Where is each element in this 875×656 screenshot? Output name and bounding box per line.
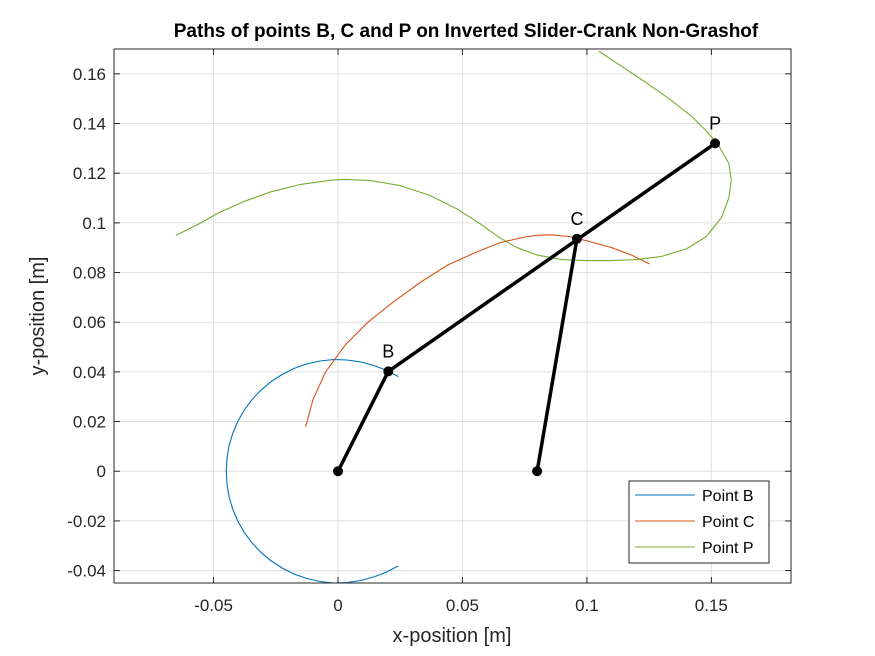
x-tick-label: -0.05 — [194, 596, 233, 615]
x-axis: -0.05 0 0.05 0.1 0.15 — [194, 49, 728, 615]
linkage-link — [535, 237, 579, 473]
linkage-link — [386, 141, 717, 374]
x-tick-label: 0.1 — [575, 596, 599, 615]
linkage-joint — [383, 366, 394, 377]
legend-entry: Point B — [702, 488, 754, 505]
y-tick-label: 0.12 — [73, 164, 106, 183]
x-axis-label: x-position [m] — [393, 625, 512, 647]
y-tick-label: 0.04 — [73, 363, 106, 382]
y-tick-label: 0.1 — [82, 214, 106, 233]
linkage-joint — [571, 233, 582, 244]
x-tick-label: 0 — [333, 596, 342, 615]
plot-frame — [113, 48, 792, 584]
y-tick-label: 0.16 — [73, 65, 106, 84]
linkage-joint — [710, 138, 721, 149]
legend-entry: Point P — [702, 540, 754, 557]
linkage-joint — [333, 466, 344, 477]
x-tick-label: 0.05 — [446, 596, 479, 615]
y-tick-label: -0.02 — [67, 512, 106, 531]
y-axis: -0.04 -0.02 0 0.02 0.04 0.06 0.08 0.1 0.12 0.14 0.… — [67, 65, 791, 581]
y-axis-label: y-position [m] — [27, 257, 49, 376]
legend-entry: Point C — [702, 514, 754, 531]
y-tick-label: 0.14 — [73, 115, 106, 134]
joint-label-c: C — [570, 209, 583, 229]
y-tick-label: 0.06 — [73, 313, 106, 332]
x-tick-label: 0.15 — [695, 596, 728, 615]
linkage-link — [336, 369, 391, 473]
chart-title: Paths of points B, C and P on Inverted S… — [174, 21, 759, 42]
y-tick-label: -0.04 — [67, 562, 106, 581]
joint-label-b: B — [382, 341, 394, 361]
joint-label-p: P — [709, 113, 721, 133]
linkage-layer: B C P — [333, 113, 721, 477]
y-tick-label: 0.08 — [73, 264, 106, 283]
legend: Point B Point C Point P — [628, 480, 770, 564]
y-tick-label: 0.02 — [73, 413, 106, 432]
linkage-joint — [532, 466, 543, 477]
series-line-point-c — [305, 234, 650, 428]
y-tick-label: 0 — [97, 462, 106, 481]
series-line-point-b — [225, 358, 399, 583]
